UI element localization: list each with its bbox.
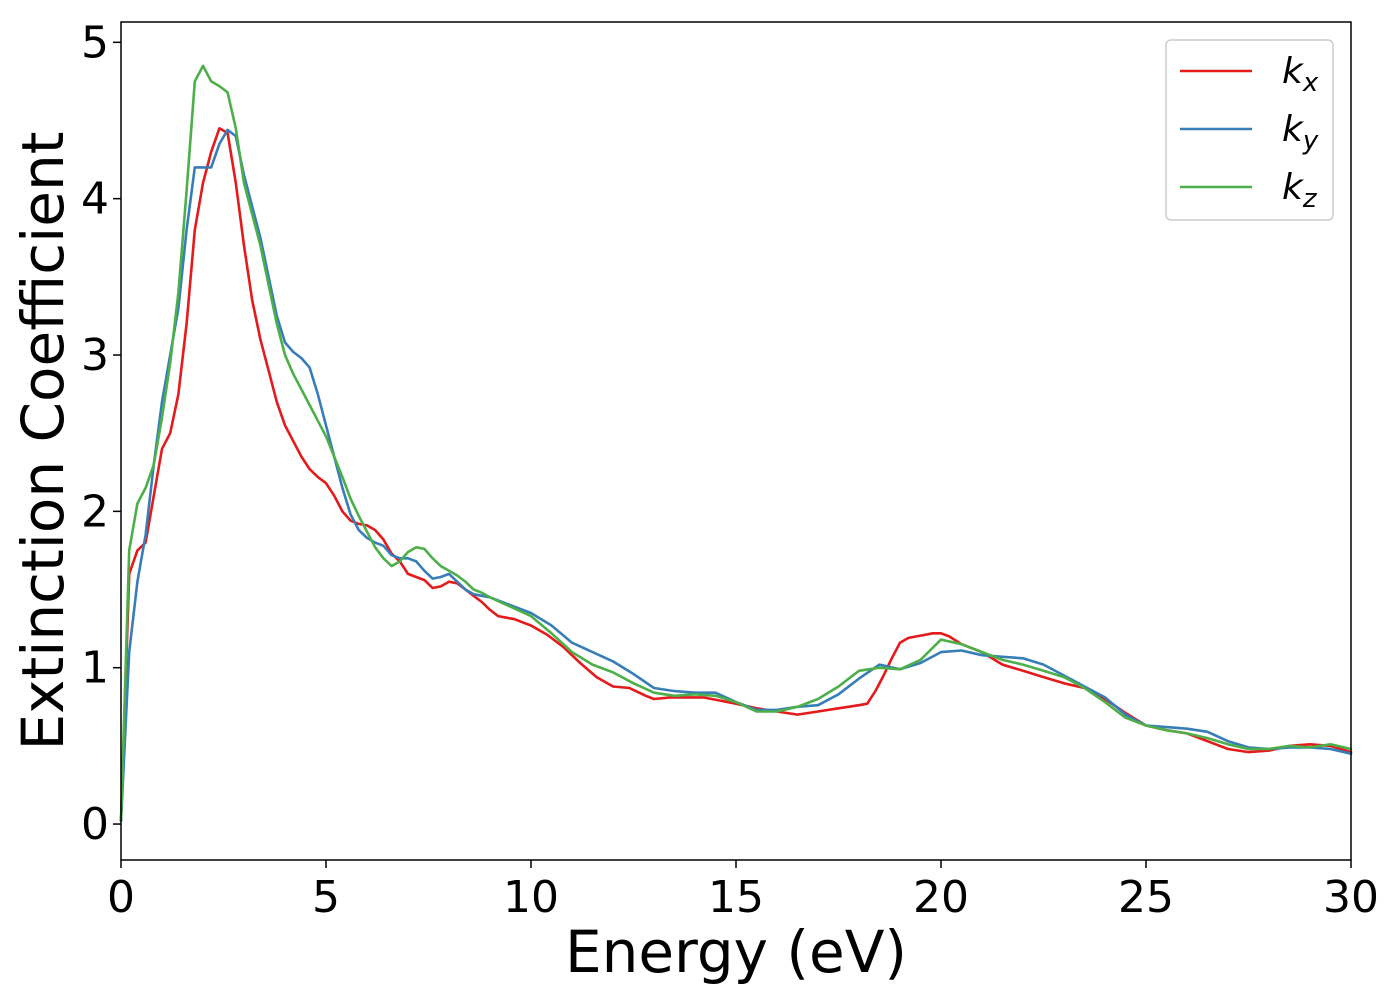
x-tick-label: 0: [107, 872, 135, 923]
series-line-kx: [119, 127, 1353, 823]
x-tick-label: 15: [708, 872, 764, 923]
series-layer: [119, 64, 1353, 823]
series-line-kz: [119, 64, 1353, 823]
y-tick-label: 2: [81, 486, 109, 537]
x-tick-label: 10: [503, 872, 559, 923]
series-line-ky: [119, 128, 1353, 823]
x-tick-label: 20: [913, 872, 969, 923]
y-tick-label: 3: [81, 330, 109, 381]
x-tick-label: 25: [1118, 872, 1174, 923]
y-axis-title: Extinction Coefficient: [9, 132, 77, 751]
y-tick-label: 0: [81, 799, 109, 850]
y-tick-label: 4: [81, 174, 109, 225]
x-tick-label: 5: [312, 872, 340, 923]
x-axis: 0 5 10 15 20 25 30: [107, 860, 1379, 923]
x-tick-label: 30: [1323, 872, 1379, 923]
y-axis: 0 1 2 3 4 5: [81, 17, 121, 850]
x-axis-title: Energy (eV): [565, 918, 907, 986]
y-tick-label: 5: [81, 17, 109, 68]
y-tick-label: 1: [81, 643, 109, 694]
